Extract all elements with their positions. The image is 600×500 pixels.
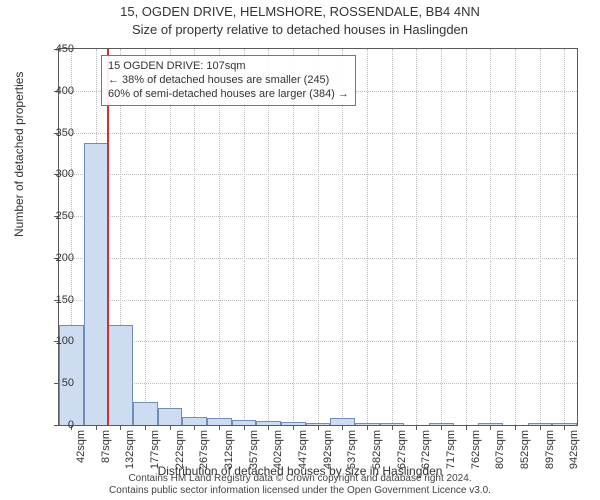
x-tick-label: 897sqm xyxy=(544,430,556,469)
x-tick-mark xyxy=(170,425,171,430)
histogram-bar xyxy=(108,325,133,425)
x-tick-label: 627sqm xyxy=(396,430,408,469)
histogram-bar xyxy=(528,423,553,426)
histogram-bar xyxy=(380,423,405,425)
x-tick-mark xyxy=(318,425,319,430)
footnote: Contains HM Land Registry data © Crown c… xyxy=(0,473,600,496)
x-tick-label: 762sqm xyxy=(470,430,482,469)
x-tick-mark xyxy=(441,425,442,430)
histogram-bar xyxy=(306,423,331,425)
x-tick-mark xyxy=(145,425,146,430)
gridline-vertical xyxy=(441,49,442,425)
x-tick-mark xyxy=(120,425,121,430)
x-tick-mark xyxy=(416,425,417,430)
x-tick-label: 807sqm xyxy=(494,430,506,469)
x-tick-label: 87sqm xyxy=(100,430,112,463)
x-tick-mark xyxy=(564,425,565,430)
y-tick-label: 450 xyxy=(36,43,74,55)
x-tick-label: 447sqm xyxy=(297,430,309,469)
histogram-bar xyxy=(182,417,207,425)
histogram-bar xyxy=(330,418,355,425)
x-tick-mark xyxy=(367,425,368,430)
x-tick-mark xyxy=(392,425,393,430)
x-tick-label: 942sqm xyxy=(568,430,580,469)
x-tick-label: 537sqm xyxy=(346,430,358,469)
annotation-line1: 15 OGDEN DRIVE: 107sqm xyxy=(108,60,349,74)
gridline-vertical xyxy=(416,49,417,425)
annotation-line2: ← 38% of detached houses are smaller (24… xyxy=(108,74,349,88)
x-tick-mark xyxy=(293,425,294,430)
x-tick-label: 132sqm xyxy=(124,430,136,469)
histogram-bar xyxy=(207,418,232,425)
y-tick-label: 300 xyxy=(36,168,74,180)
plot-area: 15 OGDEN DRIVE: 107sqm ← 38% of detached… xyxy=(58,48,578,426)
y-axis-label: Number of detached properties xyxy=(12,72,26,237)
histogram-bar xyxy=(232,420,257,425)
gridline-vertical xyxy=(490,49,491,425)
histogram-bar xyxy=(281,422,306,425)
x-tick-label: 672sqm xyxy=(420,430,432,469)
x-tick-mark xyxy=(490,425,491,430)
plot-inner: 15 OGDEN DRIVE: 107sqm ← 38% of detached… xyxy=(58,48,578,426)
histogram-bar xyxy=(256,421,281,425)
x-tick-label: 717sqm xyxy=(445,430,457,469)
x-tick-label: 222sqm xyxy=(174,430,186,469)
gridline-vertical xyxy=(515,49,516,425)
marker-annotation: 15 OGDEN DRIVE: 107sqm ← 38% of detached… xyxy=(101,55,356,106)
y-tick-label: 400 xyxy=(36,85,74,97)
x-tick-label: 267sqm xyxy=(198,430,210,469)
chart-title: 15, OGDEN DRIVE, HELMSHORE, ROSSENDALE, … xyxy=(0,4,600,19)
gridline-vertical xyxy=(540,49,541,425)
histogram-bar xyxy=(355,423,380,425)
x-tick-label: 312sqm xyxy=(223,430,235,469)
x-tick-label: 852sqm xyxy=(519,430,531,469)
y-tick-label: 0 xyxy=(36,419,74,431)
footnote-line2: Contains public sector information licen… xyxy=(0,485,600,497)
chart-subtitle: Size of property relative to detached ho… xyxy=(0,22,600,37)
y-tick-label: 200 xyxy=(36,252,74,264)
histogram-bar xyxy=(429,423,454,425)
x-tick-mark xyxy=(244,425,245,430)
gridline-vertical xyxy=(392,49,393,425)
y-tick-label: 100 xyxy=(36,335,74,347)
annotation-line3: 60% of semi-detached houses are larger (… xyxy=(108,88,349,102)
x-tick-label: 42sqm xyxy=(75,430,87,463)
x-tick-mark xyxy=(342,425,343,430)
footnote-line1: Contains HM Land Registry data © Crown c… xyxy=(0,473,600,485)
x-tick-mark xyxy=(96,425,97,430)
x-tick-label: 177sqm xyxy=(149,430,161,469)
x-tick-label: 402sqm xyxy=(272,430,284,469)
x-tick-mark xyxy=(219,425,220,430)
gridline-vertical xyxy=(564,49,565,425)
y-tick-label: 350 xyxy=(36,127,74,139)
x-tick-label: 357sqm xyxy=(248,430,260,469)
x-tick-mark xyxy=(540,425,541,430)
histogram-bar xyxy=(84,143,109,425)
x-tick-mark xyxy=(466,425,467,430)
x-tick-mark xyxy=(268,425,269,430)
y-tick-label: 150 xyxy=(36,294,74,306)
histogram-bar xyxy=(158,408,183,425)
histogram-bar xyxy=(552,423,577,425)
x-tick-label: 492sqm xyxy=(322,430,334,469)
y-tick-label: 250 xyxy=(36,210,74,222)
chart-container: 15, OGDEN DRIVE, HELMSHORE, ROSSENDALE, … xyxy=(0,0,600,500)
histogram-bar xyxy=(478,423,503,425)
x-tick-mark xyxy=(515,425,516,430)
gridline-vertical xyxy=(367,49,368,425)
histogram-bar xyxy=(133,402,158,425)
x-tick-label: 582sqm xyxy=(371,430,383,469)
gridline-vertical xyxy=(466,49,467,425)
x-tick-mark xyxy=(194,425,195,430)
y-tick-label: 50 xyxy=(36,377,74,389)
